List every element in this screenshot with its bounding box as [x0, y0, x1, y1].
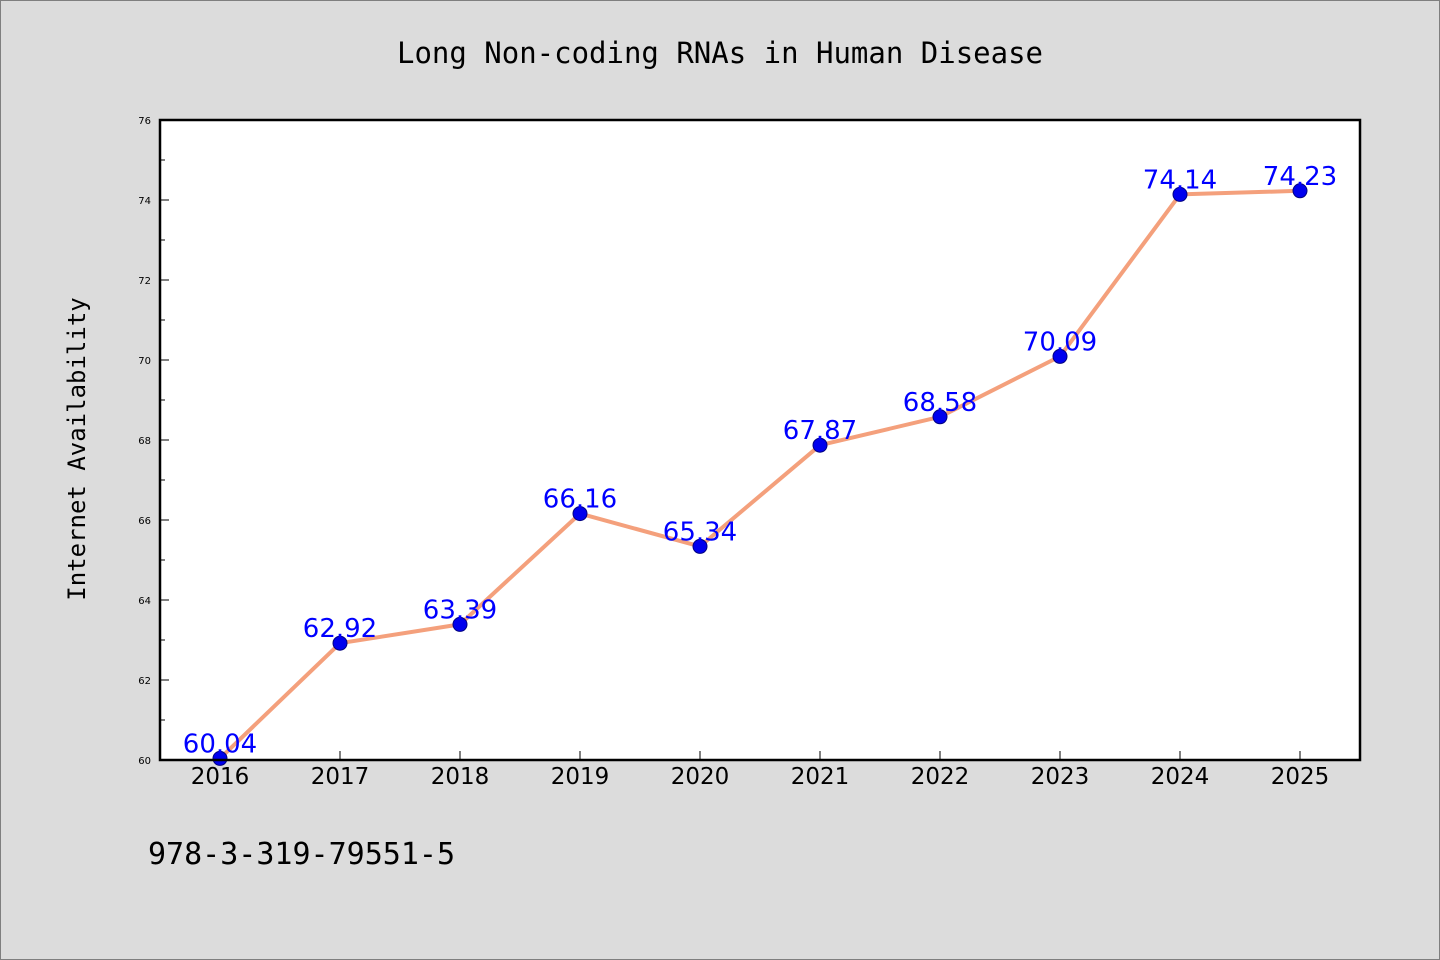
data-point [1292, 183, 1308, 199]
isbn-footer: 978-3-319-79551-5 [148, 837, 455, 872]
plot-frame [158, 118, 1362, 762]
data-point [932, 409, 948, 425]
data-point [692, 538, 708, 554]
chart-title: Long Non-coding RNAs in Human Disease [397, 36, 1043, 70]
x-tick-label: 2020 [671, 764, 730, 790]
x-axis-ticks: 2016 2017 2018 2019 2020 2021 2022 2023 2024 2025 [191, 751, 1330, 790]
y-tick-label: 60 [138, 756, 151, 767]
data-label: 60.04 [183, 729, 257, 759]
y-tick-label: 62 [138, 676, 151, 687]
x-tick-label: 2021 [791, 764, 850, 790]
y-axis-label: Internet Availability [63, 297, 91, 600]
data-label: 74.23 [1263, 162, 1337, 192]
data-label: 66.16 [543, 485, 617, 515]
y-tick-label: 72 [138, 276, 151, 287]
x-tick-label: 2024 [1151, 764, 1210, 790]
x-tick-label: 2018 [431, 764, 490, 790]
y-tick-label: 68 [138, 436, 151, 447]
data-label: 63.39 [423, 595, 497, 625]
data-label: 74.14 [1143, 165, 1217, 195]
x-tick-label: 2017 [311, 764, 370, 790]
data-label: 68.58 [903, 388, 977, 418]
y-tick-label: 76 [138, 116, 151, 127]
data-point [212, 750, 228, 766]
x-tick-label: 2022 [911, 764, 970, 790]
data-point [572, 506, 588, 522]
plot-area [160, 120, 1360, 760]
data-label: 70.09 [1023, 327, 1097, 357]
data-point [452, 616, 468, 632]
data-point [332, 635, 348, 651]
data-point [1172, 186, 1188, 202]
data-label: 65.34 [663, 517, 737, 547]
x-tick-label: 2023 [1031, 764, 1090, 790]
y-tick-label: 66 [138, 516, 151, 527]
y-tick-label: 74 [138, 196, 151, 207]
data-label: 62.92 [303, 614, 377, 644]
y-tick-label: 64 [138, 596, 151, 607]
x-tick-label: 2019 [551, 764, 610, 790]
data-point [1052, 348, 1068, 364]
series-line [218, 188, 1302, 761]
y-tick-label: 70 [138, 356, 151, 367]
series-layer: 60.04 62.92 63.39 66.16 65.34 67.87 68.58 70.09… [183, 162, 1337, 766]
data-point [812, 437, 828, 453]
data-label: 67.87 [783, 416, 857, 446]
x-tick-label: 2016 [191, 764, 250, 790]
x-tick-label: 2025 [1271, 764, 1330, 790]
